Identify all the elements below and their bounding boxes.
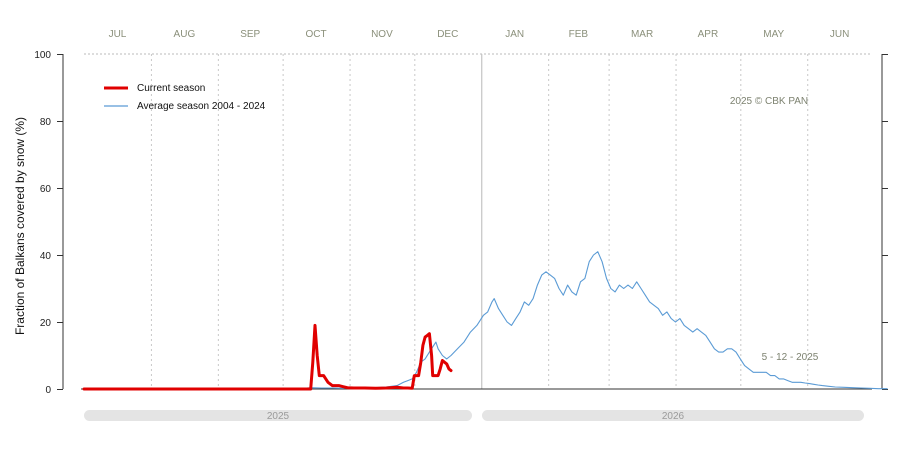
legend-label-average: Average season 2004 - 2024	[137, 101, 266, 112]
y-tick-label: 20	[40, 318, 52, 329]
y-tick-label: 60	[40, 184, 52, 195]
month-label-sep: SEP	[240, 29, 260, 40]
year-label-2026: 2026	[662, 411, 685, 422]
month-label-may: MAY	[763, 29, 784, 40]
credit-label: 2025 © CBK PAN	[730, 96, 808, 107]
series-line-average-season	[83, 251, 888, 390]
series	[82, 251, 888, 391]
month-label-dec: DEC	[437, 29, 458, 40]
month-label-aug: AUG	[174, 29, 196, 40]
y-tick-label: 40	[40, 251, 52, 262]
y-tick-label: 80	[40, 117, 52, 128]
legend-label-current: Current season	[137, 83, 205, 94]
year-bars: 2025 2026	[84, 410, 864, 422]
year-label-2025: 2025	[267, 411, 290, 422]
month-label-apr: APR	[698, 29, 719, 40]
grid	[84, 53, 872, 389]
legend: Current season Average season 2004 - 202…	[104, 83, 266, 112]
series-line-current-season	[82, 323, 453, 391]
y-tick-label: 100	[34, 50, 51, 61]
month-label-oct: OCT	[306, 29, 327, 40]
month-label-feb: FEB	[569, 29, 589, 40]
month-label-jan: JAN	[505, 29, 524, 40]
month-label-jun: JUN	[830, 29, 849, 40]
y-tick-label: 0	[45, 385, 51, 396]
date-label: 5 - 12 - 2025	[762, 352, 819, 363]
month-labels: JUL AUG SEP OCT NOV DEC JAN FEB MAR APR MAY JUN	[109, 29, 850, 40]
month-label-mar: MAR	[631, 29, 653, 40]
y-axis-label: Fraction of Balkans covered by snow (%)	[13, 117, 27, 335]
year-bar-2026	[482, 410, 864, 421]
year-bar-2025	[84, 410, 472, 421]
month-label-jul: JUL	[109, 29, 127, 40]
month-label-nov: NOV	[371, 29, 393, 40]
